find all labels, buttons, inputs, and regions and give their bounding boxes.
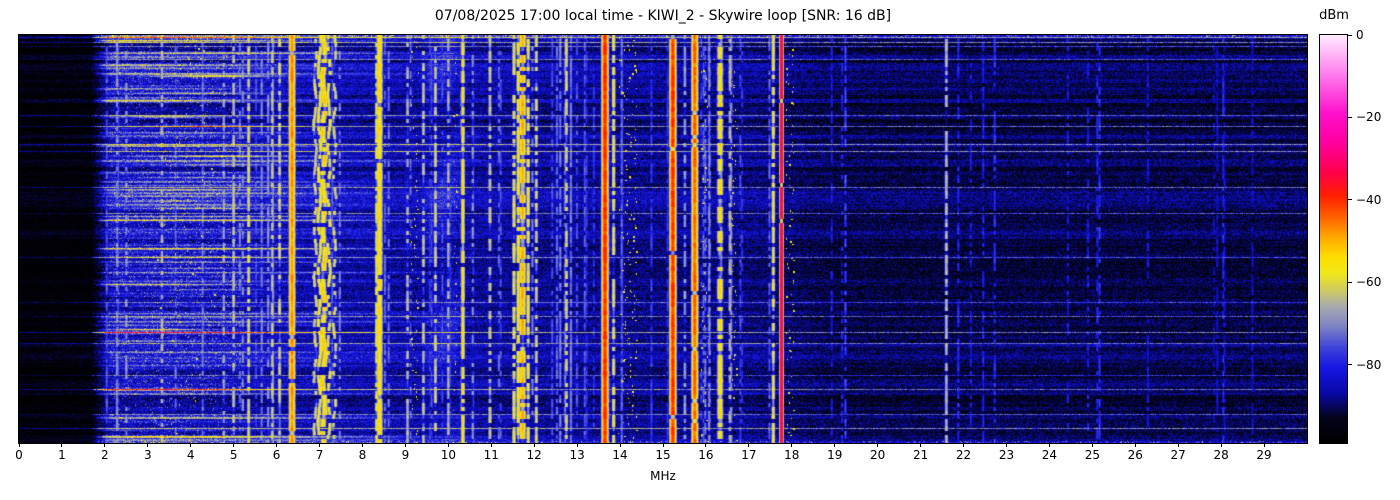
x-tick-label: 4 [186,448,195,462]
x-tick-mark [190,443,192,447]
x-tick-label: 17 [741,448,757,462]
colorbar-label: dBm [1319,8,1349,23]
x-tick-label: 2 [101,448,109,462]
x-tick-mark [147,443,149,447]
x-tick-mark [1220,443,1222,447]
x-tick-mark [533,443,535,447]
x-tick-label: 14 [612,448,628,462]
x-tick-mark [1048,443,1050,447]
x-tick-label: 6 [272,448,281,462]
x-tick-mark [877,443,879,447]
x-tick-label: 18 [784,448,800,462]
colorbar-tick-mark [1348,364,1352,366]
x-tick-mark [963,443,965,447]
x-tick-mark [319,443,321,447]
x-tick-label: 16 [698,448,714,462]
x-tick-label: 12 [526,448,542,462]
x-tick-label: 20 [870,448,886,462]
x-tick-label: 11 [483,448,499,462]
chart-title: 07/08/2025 17:00 local time - KIWI_2 - S… [434,8,892,24]
x-axis-label: MHz [650,469,676,483]
x-tick-mark [1005,443,1007,447]
x-tick-mark [705,443,707,447]
x-tick-mark [576,443,578,447]
waterfall-plot [18,34,1308,444]
x-tick-mark [791,443,793,447]
colorbar-tick-label: −60 [1356,275,1382,290]
x-tick-mark [490,443,492,447]
x-tick-mark [1177,443,1179,447]
colorbar-tick-mark [1348,281,1352,283]
x-tick-label: 3 [143,448,152,462]
x-tick-mark [748,443,750,447]
x-tick-label: 29 [1256,448,1272,462]
x-tick-mark [834,443,836,447]
colorbar-tick-label: −80 [1356,357,1382,372]
x-tick-label: 19 [827,448,843,462]
x-tick-label: 26 [1127,448,1143,462]
colorbar-tick-label: −40 [1356,192,1382,207]
colorbar [1319,34,1348,444]
colorbar-tick-mark [1348,199,1352,201]
x-tick-mark [920,443,922,447]
x-tick-mark [1134,443,1136,447]
x-tick-label: 23 [998,448,1015,462]
x-tick-label: 0 [15,448,23,462]
x-tick-mark [276,443,278,447]
x-tick-label: 25 [1084,448,1100,462]
x-tick-mark [1091,443,1093,447]
x-tick-label: 7 [315,448,324,462]
x-tick-label: 21 [912,448,929,462]
x-tick-mark [662,443,664,447]
x-tick-mark [1263,443,1265,447]
colorbar-tick-mark [1348,116,1352,118]
x-tick-label: 10 [440,448,456,462]
colorbar-tick-mark [1348,34,1352,36]
colorbar-canvas [1320,35,1347,443]
x-tick-mark [619,443,621,447]
x-tick-mark [361,443,363,447]
x-tick-mark [233,443,235,447]
colorbar-tick-label: −20 [1356,110,1382,125]
x-tick-label: 8 [358,448,367,462]
x-tick-mark [61,443,63,447]
x-tick-mark [104,443,106,447]
x-tick-label: 15 [655,448,671,462]
x-tick-label: 5 [229,448,238,462]
waterfall-canvas [19,35,1307,443]
colorbar-tick-label: 0 [1356,28,1364,42]
x-tick-label: 28 [1213,448,1229,462]
x-tick-label: 9 [401,448,410,462]
x-tick-label: 24 [1041,448,1058,462]
x-tick-label: 13 [569,448,585,462]
x-tick-label: 27 [1170,448,1186,462]
x-tick-mark [447,443,449,447]
x-tick-mark [404,443,406,447]
x-tick-label: 22 [955,448,972,462]
x-tick-mark [18,443,20,447]
x-tick-label: 1 [58,448,66,462]
